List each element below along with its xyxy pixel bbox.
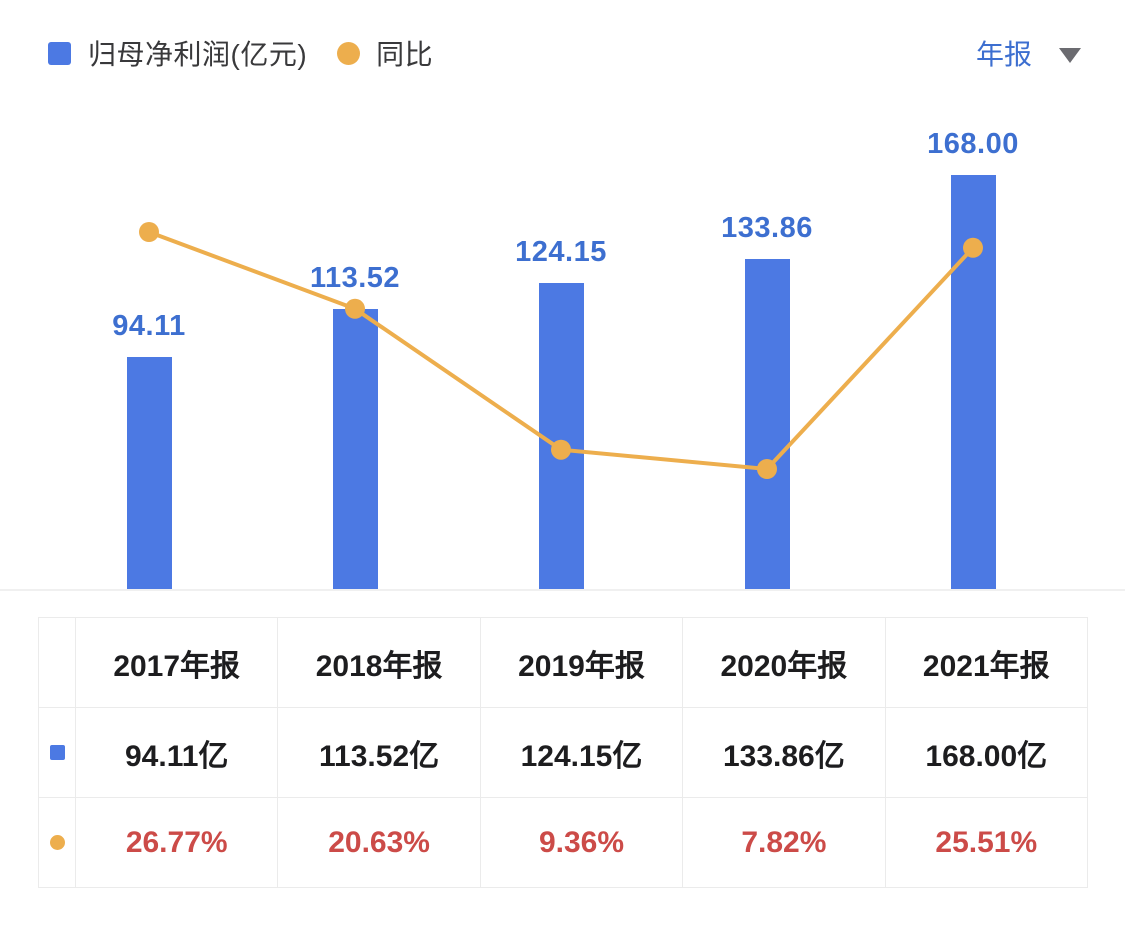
bar-value-label: 168.00 (927, 128, 1019, 160)
column-header-2018年报: 2018年报 (277, 617, 481, 708)
net-profit-value-cell: 133.86亿 (682, 707, 886, 798)
chart-header: 归母净利润(亿元) 同比 年报 (48, 30, 1081, 76)
legend-label-net-profit: 归母净利润(亿元) (88, 39, 308, 70)
row-marker-cell (38, 707, 76, 798)
yoy-trend-line (148, 230, 975, 472)
column-header-2017年报: 2017年报 (74, 617, 279, 708)
bar-2020年报[interactable] (744, 259, 790, 589)
column-header-2020年报: 2020年报 (682, 617, 886, 708)
yoy-percent-cell: 9.36% (479, 797, 684, 888)
bar-2017年报[interactable] (126, 357, 172, 589)
legend-label-yoy: 同比 (376, 39, 434, 70)
net-profit-series-swatch-icon (48, 41, 71, 65)
yoy-point-2021年报 (963, 237, 983, 258)
bar-2019年报[interactable] (538, 283, 584, 589)
bar-value-label: 133.86 (721, 212, 813, 244)
yoy-percent-cell: 26.77% (74, 797, 279, 888)
yoy-percent-cell: 25.51% (884, 797, 1089, 888)
legend-item-yoy: 同比 (337, 33, 433, 73)
table-header-row: 2017年报 2018年报 2019年报 2020年报 2021年报 (38, 617, 1089, 708)
chart-area: 94.11 113.52 124.15 133.86 168.00 (0, 75, 1125, 591)
legend-item-net-profit: 归母净利润(亿元) (48, 33, 307, 73)
yoy-series-swatch-icon (337, 41, 361, 65)
column-header-2021年报: 2021年报 (884, 617, 1089, 708)
yoy-point-2020年报 (757, 459, 777, 479)
bar-value-label: 113.52 (309, 262, 401, 294)
net-profit-value-cell: 124.15亿 (479, 707, 684, 798)
yoy-percent-cell: 20.63% (277, 797, 481, 888)
bar-value-label: 94.11 (112, 310, 186, 342)
column-header-2019年报: 2019年报 (479, 617, 684, 708)
report-period-label: 年报 (975, 39, 1032, 70)
table-row-归母净利润(亿元): 94.11亿 113.52亿 124.15亿 133.86亿 168.00亿 (38, 707, 1089, 798)
yoy-row-marker-icon (49, 834, 65, 850)
chevron-down-icon (1059, 47, 1081, 63)
yoy-percent-cell: 7.82% (682, 797, 886, 888)
table-row-同比: 26.77% 20.63% 9.36% 7.82% 25.51% (38, 797, 1089, 888)
bar-value-label: 124.15 (515, 236, 607, 268)
table-corner-cell (38, 617, 76, 708)
report-period-dropdown[interactable]: 年报 (976, 33, 1081, 73)
yoy-point-2017年报 (139, 222, 159, 242)
yoy-trend-line-layer (139, 222, 983, 479)
net-profit-value-cell: 94.11亿 (74, 707, 279, 798)
data-table: 2017年报 2018年报 2019年报 2020年报 2021年报 94.11亿 113.… (38, 617, 1089, 888)
row-marker-cell (38, 797, 76, 888)
net-profit-row-marker-icon (49, 744, 65, 760)
yoy-point-2019年报 (551, 439, 571, 460)
net-profit-value-cell: 168.00亿 (884, 707, 1089, 798)
bar-2018年报[interactable] (332, 309, 378, 589)
yoy-point-2018年报 (345, 298, 365, 319)
net-profit-value-cell: 113.52亿 (277, 707, 481, 798)
